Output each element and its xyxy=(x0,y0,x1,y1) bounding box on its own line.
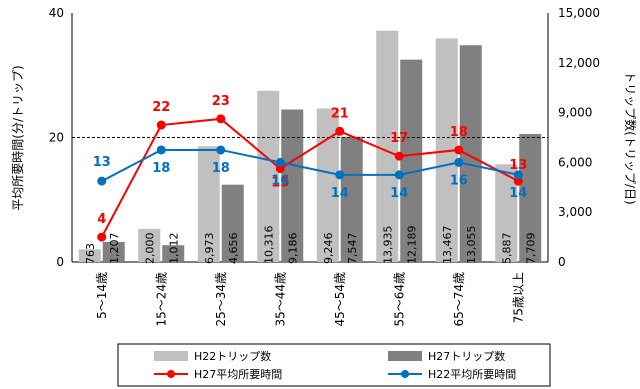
legend: H22トリップ数 H27トリップ数 H27平均所要時間 H22平均所要時間 xyxy=(117,343,551,387)
y-right-tick-label: 12,000 xyxy=(558,56,600,70)
y-right-tick-label: 9,000 xyxy=(558,106,592,120)
bar-data-label: 9,246 xyxy=(322,233,335,265)
line-point xyxy=(513,176,523,186)
line-data-label: 14 xyxy=(331,186,349,201)
bar xyxy=(519,134,542,262)
x-tick-label: 35～44歳 xyxy=(273,272,287,327)
bar-data-label: 10,316 xyxy=(262,226,275,265)
y-right-tick-label: 15,000 xyxy=(558,6,600,20)
bar xyxy=(400,59,423,263)
bar xyxy=(281,109,304,263)
x-tick-label: 25～34歳 xyxy=(214,272,228,327)
line-point xyxy=(156,145,166,155)
line-data-label: 14 xyxy=(509,186,527,201)
line-data-label: 17 xyxy=(390,131,408,146)
y-left-axis-title: 平均所要時間(分/トリップ) xyxy=(11,65,25,210)
bar-data-label: 1,207 xyxy=(108,233,121,265)
bar xyxy=(197,146,220,262)
x-tick-label: 65～74歳 xyxy=(452,272,466,327)
line-point xyxy=(275,157,285,167)
legend-swatch xyxy=(388,351,422,361)
bar-data-label: 9,186 xyxy=(286,233,299,265)
line-data-label: 16 xyxy=(271,173,289,188)
line-data-label: 18 xyxy=(152,161,170,176)
legend-label: H22トリップ数 xyxy=(194,350,271,363)
line-point xyxy=(454,145,464,155)
line-point xyxy=(275,164,285,174)
bar xyxy=(102,241,125,262)
line-data-label: 18 xyxy=(212,161,230,176)
line-point xyxy=(156,120,166,130)
bar-data-label: 4,656 xyxy=(227,233,240,265)
line-point xyxy=(335,170,345,180)
bar-data-label: 7,709 xyxy=(524,233,537,265)
line-data-label: 21 xyxy=(331,106,349,121)
line-data-label: 14 xyxy=(390,186,408,201)
bar xyxy=(138,228,161,262)
legend-marker xyxy=(167,370,175,378)
y-left-tick-label: 20 xyxy=(49,131,64,145)
bar-data-label: 2,000 xyxy=(143,233,156,265)
series-line xyxy=(101,148,519,182)
plot-area: 0 20 40 0 3,000 6,000 9,000 12,000 15,000 763 2,00… xyxy=(49,6,600,327)
line-data-label: 23 xyxy=(212,94,230,109)
bar-data-label: 5,887 xyxy=(500,233,513,265)
bar xyxy=(162,245,185,262)
line-point xyxy=(216,145,226,155)
line-data-label: 22 xyxy=(152,100,170,115)
x-tick-label: 15～24歳 xyxy=(154,272,168,327)
line-point xyxy=(394,170,404,180)
bar xyxy=(495,164,518,262)
y-left-tick-label: 0 xyxy=(56,255,64,269)
line-point xyxy=(513,170,523,180)
x-tick-label: 55～64歳 xyxy=(392,272,406,327)
legend-label: H22平均所要時間 xyxy=(428,368,516,381)
bar xyxy=(257,90,280,263)
legend-label: H27トリップ数 xyxy=(428,350,505,363)
y-right-tick-label: 6,000 xyxy=(558,155,592,169)
bar-data-label: 13,467 xyxy=(441,226,454,265)
line-data-label: 4 xyxy=(97,212,106,227)
bar xyxy=(376,30,399,262)
bar-data-label: 12,189 xyxy=(405,226,418,265)
line-point xyxy=(394,151,404,161)
legend-box xyxy=(117,343,551,387)
x-tick-label: 45～54歳 xyxy=(333,272,347,327)
line-point xyxy=(335,126,345,136)
y-right-tick-label: 3,000 xyxy=(558,205,592,219)
line-data-label: 18 xyxy=(450,125,468,140)
bar-data-label: 13,055 xyxy=(465,226,478,265)
bar-data-label: 7,547 xyxy=(346,233,359,265)
line-point xyxy=(97,232,107,242)
legend-label: H27平均所要時間 xyxy=(194,368,282,381)
line-data-label: 15 xyxy=(271,176,289,191)
bar-data-label: 13,935 xyxy=(381,226,394,265)
bar xyxy=(316,108,339,262)
line-data-label: 13 xyxy=(93,155,111,170)
line-point xyxy=(216,114,226,124)
x-tick-label: 5～14歳 xyxy=(95,272,109,319)
bar-data-label: 6,973 xyxy=(203,233,216,265)
bar-data-label: 763 xyxy=(84,243,97,264)
bar-data-label: 1,012 xyxy=(167,233,180,265)
bar xyxy=(459,45,482,262)
y-right-axis-title: トリップ数(トリップ/日) xyxy=(623,71,638,204)
bar xyxy=(78,249,101,262)
x-tick-label: 75歳以上 xyxy=(511,272,525,323)
y-left-tick-label: 40 xyxy=(49,6,64,20)
line-point xyxy=(454,157,464,167)
line-data-label: 16 xyxy=(450,173,468,188)
line-point xyxy=(97,176,107,186)
legend-marker xyxy=(401,370,409,378)
bar xyxy=(221,184,244,262)
series-line xyxy=(100,117,519,238)
legend-swatch xyxy=(154,351,188,361)
y-right-tick-label: 0 xyxy=(558,255,566,269)
bar xyxy=(340,136,363,262)
line-data-label: 13 xyxy=(509,158,527,173)
